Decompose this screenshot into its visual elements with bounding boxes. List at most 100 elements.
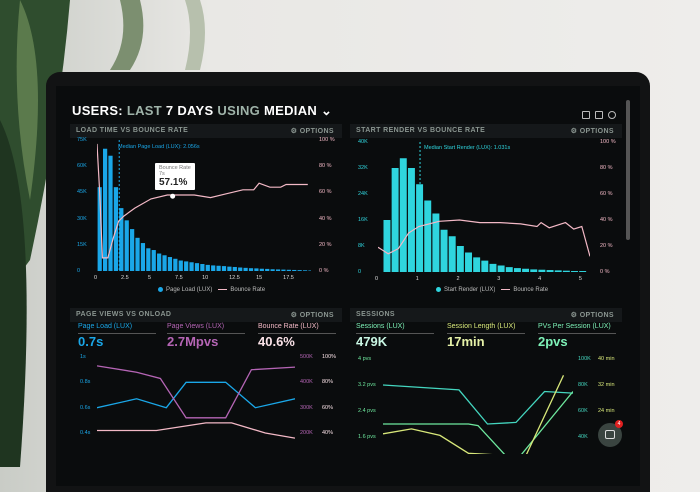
- bar[interactable]: [522, 268, 530, 272]
- y-tick: 2.4 pvs: [358, 408, 376, 414]
- bar[interactable]: [248, 268, 254, 271]
- bar[interactable]: [178, 260, 183, 271]
- bar[interactable]: [162, 255, 167, 271]
- y2-tick: 80 %: [319, 163, 332, 170]
- bar[interactable]: [167, 257, 173, 271]
- help-icon[interactable]: [608, 111, 616, 119]
- bar[interactable]: [546, 270, 554, 272]
- page-title[interactable]: USERS: LAST 7 DAYS USING MEDIAN ⌄: [72, 103, 332, 119]
- bar[interactable]: [497, 265, 505, 273]
- options-button[interactable]: ⚙ OPTIONS: [570, 312, 614, 319]
- bar[interactable]: [157, 253, 162, 271]
- y2-tick: 400K: [300, 379, 313, 386]
- bar[interactable]: [292, 269, 297, 271]
- bar[interactable]: [243, 267, 248, 271]
- bar[interactable]: [281, 269, 286, 271]
- y-tick: 16K: [358, 217, 368, 223]
- bar[interactable]: [456, 246, 464, 272]
- bounce-rate-line[interactable]: [378, 219, 590, 257]
- bar[interactable]: [140, 243, 146, 271]
- bar[interactable]: [221, 266, 227, 271]
- bar[interactable]: [407, 168, 415, 272]
- bar[interactable]: [259, 268, 264, 271]
- x-tick: 4: [538, 276, 542, 282]
- bar[interactable]: [194, 263, 200, 271]
- bar[interactable]: [124, 220, 129, 271]
- header-icons: [577, 106, 616, 124]
- bar[interactable]: [216, 265, 221, 271]
- bar[interactable]: [489, 263, 497, 272]
- bar[interactable]: [173, 258, 178, 271]
- bar[interactable]: [119, 208, 124, 271]
- bar[interactable]: [270, 269, 275, 271]
- bar[interactable]: [103, 148, 108, 271]
- bar[interactable]: [211, 265, 216, 271]
- sessions-panel-header: SESSIONS ⚙ OPTIONS: [350, 308, 622, 322]
- bar[interactable]: [432, 213, 440, 273]
- bar[interactable]: [571, 271, 578, 272]
- options-button[interactable]: ⚙ OPTIONS: [290, 312, 334, 319]
- series-line[interactable]: [383, 391, 573, 455]
- bar[interactable]: [97, 187, 102, 271]
- scrollbar[interactable]: [626, 100, 630, 240]
- y2-tick: 60 %: [319, 189, 332, 196]
- options-button[interactable]: ⚙ OPTIONS: [290, 128, 334, 135]
- title-last: LAST: [126, 103, 162, 118]
- series-line[interactable]: [97, 365, 295, 419]
- bar[interactable]: [297, 270, 302, 271]
- bar[interactable]: [391, 168, 399, 272]
- bounce-rate-line[interactable]: [97, 143, 308, 259]
- bar[interactable]: [238, 267, 243, 271]
- y3-tick: 40%: [322, 430, 334, 436]
- bar[interactable]: [538, 269, 546, 272]
- bar[interactable]: [399, 158, 407, 272]
- y-tick: 30K: [77, 215, 87, 222]
- bar[interactable]: [530, 269, 538, 272]
- series-line[interactable]: [97, 422, 295, 439]
- bar[interactable]: [465, 252, 472, 273]
- bar[interactable]: [424, 200, 432, 273]
- bar[interactable]: [286, 269, 291, 271]
- options-button[interactable]: ⚙ OPTIONS: [570, 128, 614, 135]
- sessions-chart: [383, 375, 573, 455]
- bar[interactable]: [227, 266, 232, 271]
- bar[interactable]: [481, 260, 489, 272]
- bar[interactable]: [308, 270, 311, 271]
- bar[interactable]: [146, 248, 151, 271]
- panel-title: START RENDER VS BOUNCE RATE: [356, 127, 486, 134]
- bar[interactable]: [265, 268, 270, 271]
- bar[interactable]: [130, 229, 135, 271]
- chevron-down-icon[interactable]: ⌄: [321, 103, 333, 118]
- series-line[interactable]: [97, 381, 295, 409]
- series-line[interactable]: [383, 384, 573, 425]
- bar[interactable]: [200, 264, 205, 271]
- bar[interactable]: [579, 271, 587, 272]
- bar[interactable]: [151, 250, 156, 271]
- bar[interactable]: [416, 184, 424, 272]
- series-line[interactable]: [383, 375, 565, 454]
- bar[interactable]: [554, 270, 562, 272]
- bar[interactable]: [275, 269, 281, 271]
- monitor-icon[interactable]: [582, 111, 590, 119]
- bar[interactable]: [383, 220, 391, 272]
- y-tick: 0: [358, 269, 362, 275]
- y-tick: 45K: [77, 189, 87, 196]
- bar[interactable]: [189, 262, 194, 271]
- bar[interactable]: [205, 264, 210, 271]
- bar[interactable]: [513, 268, 521, 272]
- bar[interactable]: [184, 261, 189, 271]
- bar[interactable]: [302, 270, 308, 271]
- bar[interactable]: [108, 155, 113, 271]
- bar[interactable]: [135, 237, 140, 271]
- y-tick: 8K: [358, 243, 365, 249]
- bar[interactable]: [562, 270, 570, 272]
- bar[interactable]: [254, 268, 259, 271]
- chart-icon[interactable]: [595, 111, 603, 119]
- bar[interactable]: [448, 236, 456, 272]
- bar[interactable]: [505, 267, 513, 272]
- panel-title: PAGE VIEWS VS ONLOAD: [76, 311, 172, 318]
- bar[interactable]: [473, 257, 481, 272]
- bar[interactable]: [232, 266, 237, 271]
- bar[interactable]: [440, 229, 448, 272]
- legend-dot: [436, 287, 441, 292]
